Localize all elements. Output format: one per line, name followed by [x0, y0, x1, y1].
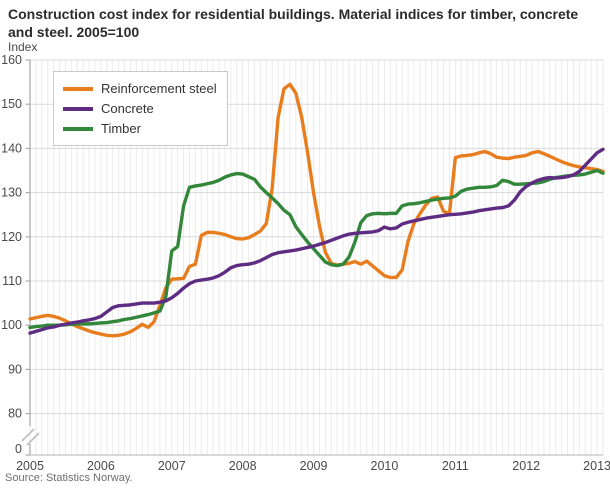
svg-text:100: 100 — [1, 318, 22, 332]
legend-swatch-timber-icon — [63, 126, 93, 131]
svg-text:140: 140 — [1, 141, 22, 155]
legend-item-concrete: Concrete — [63, 101, 221, 116]
legend-swatch-concrete-icon — [63, 106, 93, 111]
legend: Reinforcement steel Concrete Timber — [53, 71, 228, 146]
svg-text:2012: 2012 — [512, 459, 540, 473]
y-axis-unit-label: Index — [8, 40, 38, 54]
svg-text:150: 150 — [1, 97, 22, 111]
legend-item-reinforcement-steel: Reinforcement steel — [63, 81, 221, 96]
svg-text:2007: 2007 — [158, 459, 186, 473]
chart-title: Construction cost index for residential … — [8, 6, 579, 41]
svg-text:160: 160 — [1, 53, 22, 67]
svg-text:0: 0 — [15, 442, 22, 456]
legend-label: Timber — [101, 121, 141, 136]
svg-text:120: 120 — [1, 230, 22, 244]
svg-text:2010: 2010 — [371, 459, 399, 473]
legend-label: Reinforcement steel — [101, 81, 217, 96]
svg-text:2013: 2013 — [583, 459, 610, 473]
svg-text:2008: 2008 — [229, 459, 257, 473]
svg-text:2009: 2009 — [300, 459, 328, 473]
legend-item-timber: Timber — [63, 121, 221, 136]
legend-label: Concrete — [101, 101, 154, 116]
svg-text:130: 130 — [1, 186, 22, 200]
svg-text:90: 90 — [8, 362, 22, 376]
svg-text:2005: 2005 — [16, 459, 44, 473]
svg-text:110: 110 — [2, 274, 22, 288]
svg-text:2011: 2011 — [442, 459, 469, 473]
legend-swatch-steel-icon — [63, 86, 93, 91]
source-credit: Source: Statistics Norway. — [5, 472, 133, 484]
svg-text:2006: 2006 — [87, 459, 115, 473]
svg-text:80: 80 — [8, 407, 22, 421]
